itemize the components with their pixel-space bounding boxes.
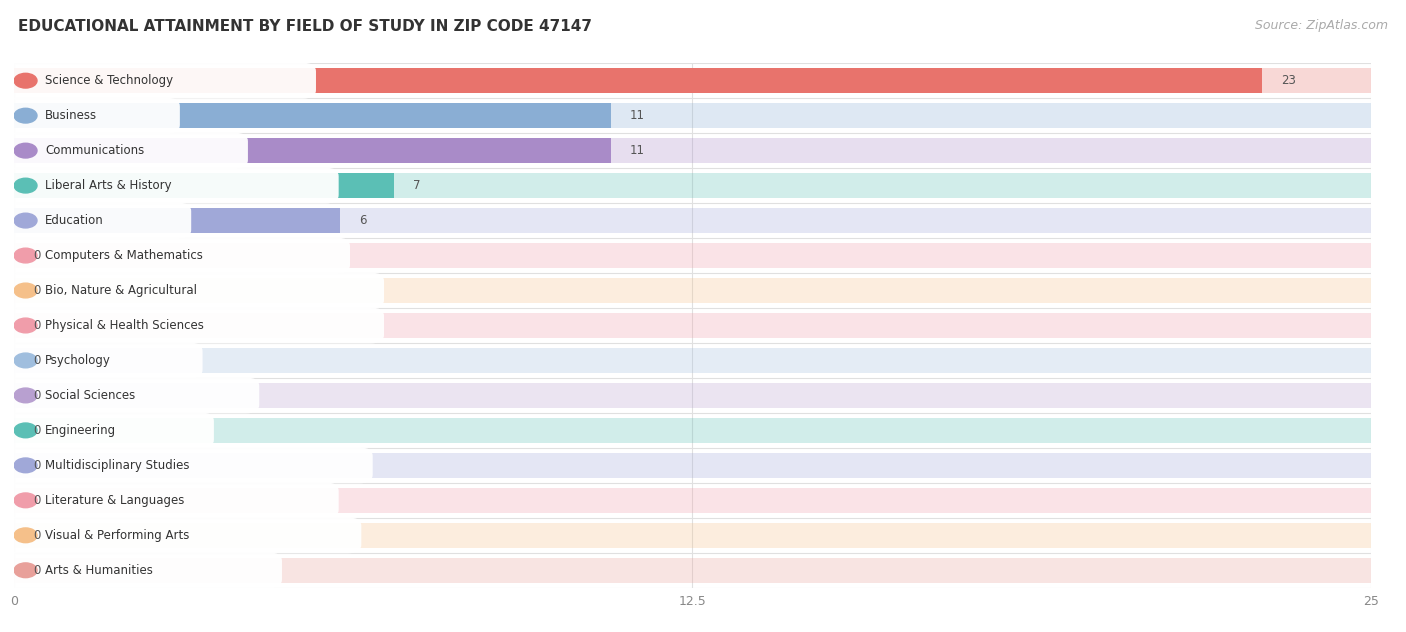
Circle shape [14, 108, 37, 123]
Bar [14, 173, 1371, 198]
Circle shape [14, 528, 37, 543]
Bar [14, 383, 1371, 408]
Text: 0: 0 [34, 354, 41, 367]
Text: EDUCATIONAL ATTAINMENT BY FIELD OF STUDY IN ZIP CODE 47147: EDUCATIONAL ATTAINMENT BY FIELD OF STUDY… [18, 19, 592, 34]
Circle shape [14, 563, 37, 578]
Bar [14, 208, 340, 233]
FancyBboxPatch shape [4, 238, 350, 274]
Bar [14, 348, 1371, 373]
Bar [14, 557, 1371, 583]
Text: Bio, Nature & Agricultural: Bio, Nature & Agricultural [45, 284, 197, 297]
Text: Computers & Mathematics: Computers & Mathematics [45, 249, 202, 262]
FancyBboxPatch shape [4, 482, 339, 518]
Bar [14, 103, 1371, 128]
Text: Business: Business [45, 109, 97, 122]
Bar [14, 138, 1371, 163]
Bar [14, 523, 1371, 548]
Circle shape [14, 73, 37, 88]
FancyBboxPatch shape [4, 63, 316, 99]
Text: 0: 0 [34, 424, 41, 437]
Text: Multidisciplinary Studies: Multidisciplinary Studies [45, 459, 190, 472]
Text: 6: 6 [359, 214, 366, 227]
Circle shape [14, 178, 37, 193]
FancyBboxPatch shape [4, 98, 180, 133]
Circle shape [14, 458, 37, 473]
FancyBboxPatch shape [4, 413, 214, 448]
Text: 0: 0 [34, 564, 41, 577]
FancyBboxPatch shape [4, 272, 384, 308]
FancyBboxPatch shape [4, 377, 259, 413]
Circle shape [14, 143, 37, 158]
Text: 0: 0 [34, 389, 41, 402]
Text: 0: 0 [34, 284, 41, 297]
FancyBboxPatch shape [4, 518, 361, 553]
Text: Engineering: Engineering [45, 424, 117, 437]
FancyBboxPatch shape [4, 308, 384, 343]
Bar [14, 68, 1371, 94]
FancyBboxPatch shape [4, 552, 283, 588]
Circle shape [14, 388, 37, 403]
Text: 0: 0 [34, 249, 41, 262]
Bar [14, 418, 1371, 443]
Text: Psychology: Psychology [45, 354, 111, 367]
Circle shape [14, 318, 37, 333]
Text: Science & Technology: Science & Technology [45, 74, 173, 87]
Bar [14, 103, 612, 128]
Circle shape [14, 213, 37, 228]
Text: 11: 11 [630, 144, 645, 157]
FancyBboxPatch shape [4, 133, 247, 169]
FancyBboxPatch shape [4, 447, 373, 483]
Text: 0: 0 [34, 459, 41, 472]
FancyBboxPatch shape [4, 167, 339, 204]
Text: Literature & Languages: Literature & Languages [45, 494, 184, 507]
Text: 0: 0 [34, 529, 41, 542]
Circle shape [14, 283, 37, 298]
Bar [14, 278, 1371, 303]
Text: 0: 0 [34, 319, 41, 332]
Circle shape [14, 248, 37, 263]
FancyBboxPatch shape [4, 203, 191, 238]
Bar [14, 243, 1371, 268]
Bar [14, 138, 612, 163]
Bar [14, 313, 1371, 338]
Circle shape [14, 423, 37, 438]
Text: 7: 7 [413, 179, 420, 192]
Text: Source: ZipAtlas.com: Source: ZipAtlas.com [1254, 19, 1388, 32]
Text: Visual & Performing Arts: Visual & Performing Arts [45, 529, 190, 542]
Text: Liberal Arts & History: Liberal Arts & History [45, 179, 172, 192]
FancyBboxPatch shape [4, 343, 202, 379]
Text: Communications: Communications [45, 144, 145, 157]
Circle shape [14, 493, 37, 507]
Circle shape [14, 353, 37, 368]
Text: 11: 11 [630, 109, 645, 122]
Bar [14, 68, 1263, 94]
Text: 23: 23 [1281, 74, 1296, 87]
Bar [14, 488, 1371, 513]
Text: Social Sciences: Social Sciences [45, 389, 135, 402]
Bar [14, 173, 394, 198]
Text: Physical & Health Sciences: Physical & Health Sciences [45, 319, 204, 332]
Text: Education: Education [45, 214, 104, 227]
Bar [14, 208, 1371, 233]
Bar [14, 453, 1371, 478]
Text: Arts & Humanities: Arts & Humanities [45, 564, 153, 577]
Text: 0: 0 [34, 494, 41, 507]
